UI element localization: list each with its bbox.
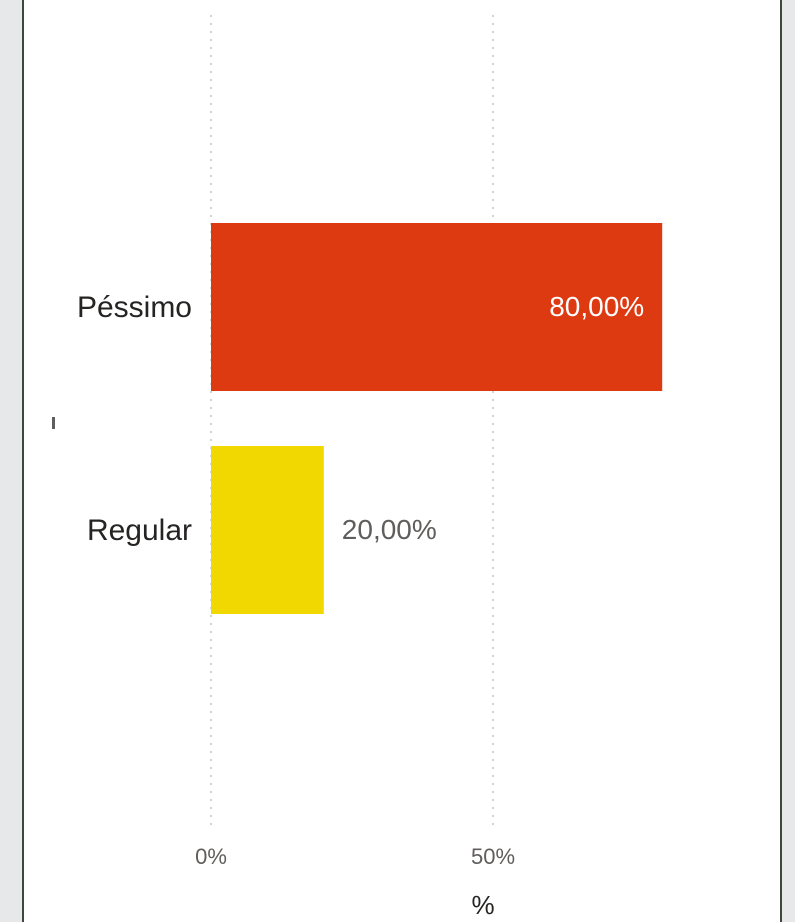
x-axis-title: % [471, 890, 494, 920]
axis-marker [52, 417, 55, 429]
category-label-1: Regular [87, 514, 192, 547]
chart-panel [22, 0, 782, 922]
data-label-1: 20,00% [342, 514, 437, 545]
x-tick-label-1: 50% [471, 844, 515, 869]
bars [211, 223, 663, 614]
bar-0[interactable] [211, 223, 663, 391]
category-label-0: Péssimo [77, 291, 192, 324]
gridlines [210, 15, 494, 830]
bar-1[interactable] [211, 446, 324, 614]
x-tick-label-0: 0% [195, 844, 227, 869]
data-label-0: 80,00% [549, 291, 644, 322]
labels: 0% 50%% Péssimo 80,00% Regular 20,00% [77, 291, 644, 920]
